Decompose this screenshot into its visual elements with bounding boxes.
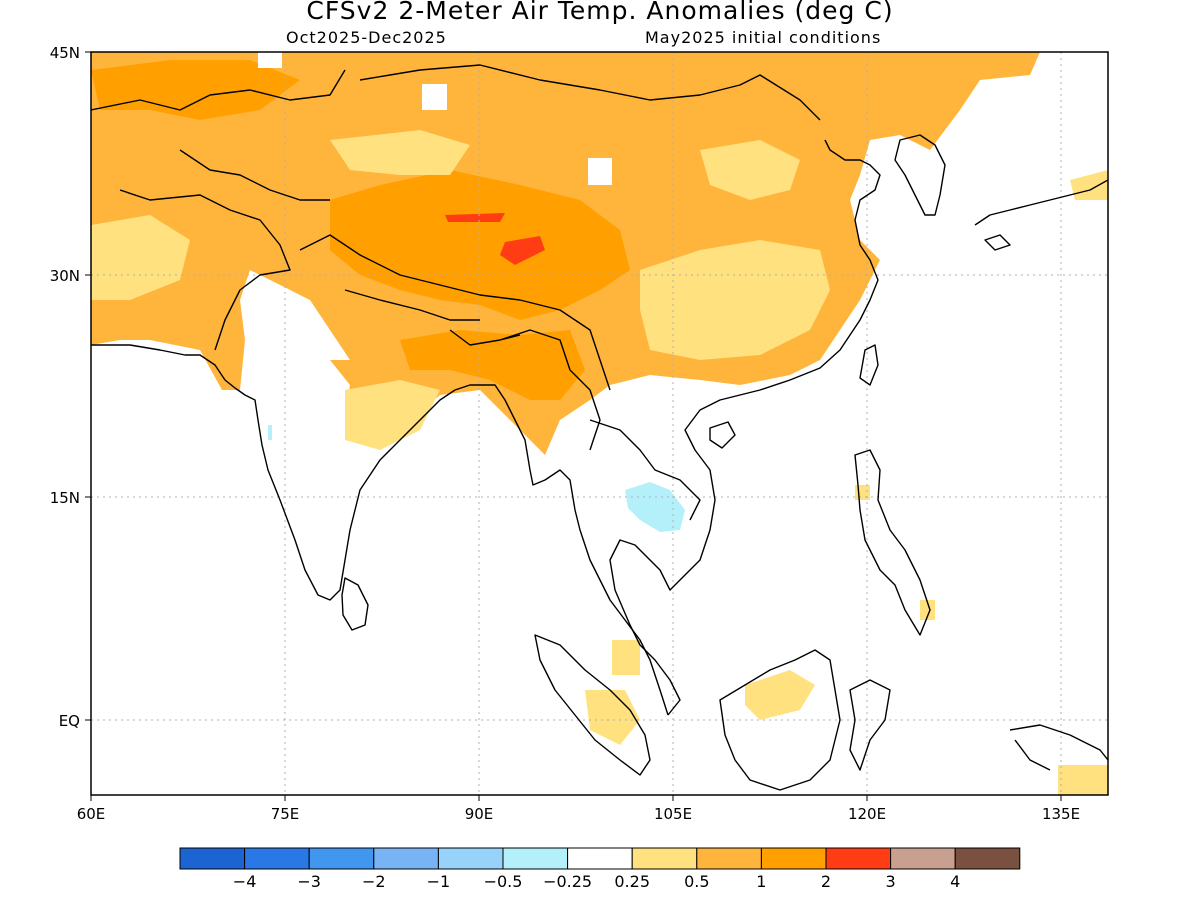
anomaly-gap-c <box>588 158 612 185</box>
mongolia-border <box>359 64 821 121</box>
colorbar-label: −2 <box>362 872 386 891</box>
india-coastline <box>91 344 456 601</box>
thailand-border <box>589 419 701 521</box>
colorbar-swatch <box>696 847 762 870</box>
anomaly-region-025-05-j <box>1070 170 1108 200</box>
sumatra-coastline <box>534 634 651 776</box>
anomaly-region-025-05-b <box>640 240 830 360</box>
colorbar-swatch <box>954 847 1021 870</box>
y-axis-labels: 45N 30N 15N EQ <box>50 44 80 730</box>
anomaly-gap <box>270 280 350 360</box>
anomaly-region-025-05 <box>330 130 470 175</box>
plot-frame <box>90 51 1109 796</box>
japan-coastline <box>974 179 1108 251</box>
anomaly-region-025-05-h <box>612 640 640 675</box>
sri-lanka-coastline <box>341 577 369 631</box>
colorbar-swatch <box>825 847 892 870</box>
anomaly-region-neg-b <box>268 425 272 440</box>
x-tick-60e: 60E <box>77 805 106 823</box>
colorbar-swatch <box>179 847 246 870</box>
indochina-coastline <box>609 139 881 716</box>
x-tick-105e: 105E <box>654 805 692 823</box>
coastlines <box>91 64 1108 791</box>
colorbar-label: 4 <box>950 872 960 891</box>
new-guinea-coastline <box>1009 724 1108 771</box>
colorbar-swatch <box>244 847 310 870</box>
x-axis-labels: 60E 75E 90E 105E 120E 135E <box>77 805 1080 823</box>
y-tick-15n: 15N <box>50 489 80 507</box>
korea-coastline <box>894 134 946 216</box>
anomaly-region-neg <box>625 482 685 532</box>
anomaly-region-025-05-f <box>745 670 815 720</box>
colorbar-swatch <box>373 847 439 870</box>
anomaly-region-025-05-d <box>345 380 440 450</box>
anomaly-region-025-05-l <box>855 485 870 500</box>
colorbar-swatch <box>502 847 569 870</box>
map-title: CFSv2 2-Meter Air Temp. Anomalies (deg C… <box>306 0 894 25</box>
anomaly-region-025-05-k <box>920 600 935 620</box>
axis-ticks <box>85 51 1062 801</box>
colorbar-swatch <box>631 847 698 870</box>
hainan-coastline <box>709 421 736 449</box>
x-tick-75e: 75E <box>271 805 300 823</box>
colorbar-label: −0.5 <box>484 872 523 891</box>
colorbar-swatch <box>437 847 504 870</box>
borneo-coastline <box>719 649 841 791</box>
china-border <box>299 234 611 391</box>
anomaly-region-2-3 <box>445 213 505 222</box>
colorbar-label: −1 <box>427 872 451 891</box>
colorbar-swatch <box>890 847 956 870</box>
x-tick-90e: 90E <box>465 805 494 823</box>
colorbar-label: −0.25 <box>543 872 592 891</box>
colorbar-label: 3 <box>886 872 896 891</box>
colorbar-label: 1 <box>756 872 766 891</box>
y-tick-45n: 45N <box>50 44 80 62</box>
colorbar-label: 0.5 <box>684 872 709 891</box>
anomaly-gap-d <box>258 52 282 68</box>
pakistan-border <box>119 189 291 351</box>
anomaly-region-1-2-north <box>91 60 300 120</box>
anomaly-region-2-3-b <box>500 236 545 265</box>
philippines-coastline <box>854 449 931 636</box>
y-tick-eq: EQ <box>59 712 80 730</box>
myanmar-border <box>499 329 601 451</box>
anomaly-region-025-05-g <box>585 690 640 745</box>
forecast-period: Oct2025-Dec2025 <box>286 28 447 47</box>
colorbar-label: 0.25 <box>614 872 650 891</box>
colorbar: −4 −3 −2 −1 −0.5 −0.25 0.25 0.5 1 2 3 4 <box>179 847 1021 891</box>
colorbar-swatch <box>760 847 827 870</box>
sulawesi-coastline <box>849 679 891 771</box>
colorbar-swatch <box>308 847 375 870</box>
anomaly-gap-b <box>422 84 447 110</box>
nepal-border <box>344 289 521 346</box>
anomaly-region-1-2-south <box>400 330 585 400</box>
anomaly-region-025-05-c <box>700 140 800 200</box>
bay-of-bengal-coastline <box>454 384 669 716</box>
colorbar-label: −4 <box>233 872 257 891</box>
colorbar-label: −3 <box>297 872 321 891</box>
anomaly-region-025-05-i <box>1058 765 1108 795</box>
y-tick-30n: 30N <box>50 267 80 285</box>
anomaly-region-1-2 <box>330 170 630 320</box>
anomaly-region-025-05-e <box>91 215 190 300</box>
initial-conditions: May2025 initial conditions <box>645 28 882 47</box>
x-tick-135e: 135E <box>1042 805 1080 823</box>
taiwan-coastline <box>859 344 879 386</box>
anomaly-field <box>91 52 1108 795</box>
central-asia-border <box>91 69 346 201</box>
x-tick-120e: 120E <box>848 805 886 823</box>
colorbar-swatch <box>567 847 633 870</box>
colorbar-label: 2 <box>821 872 831 891</box>
